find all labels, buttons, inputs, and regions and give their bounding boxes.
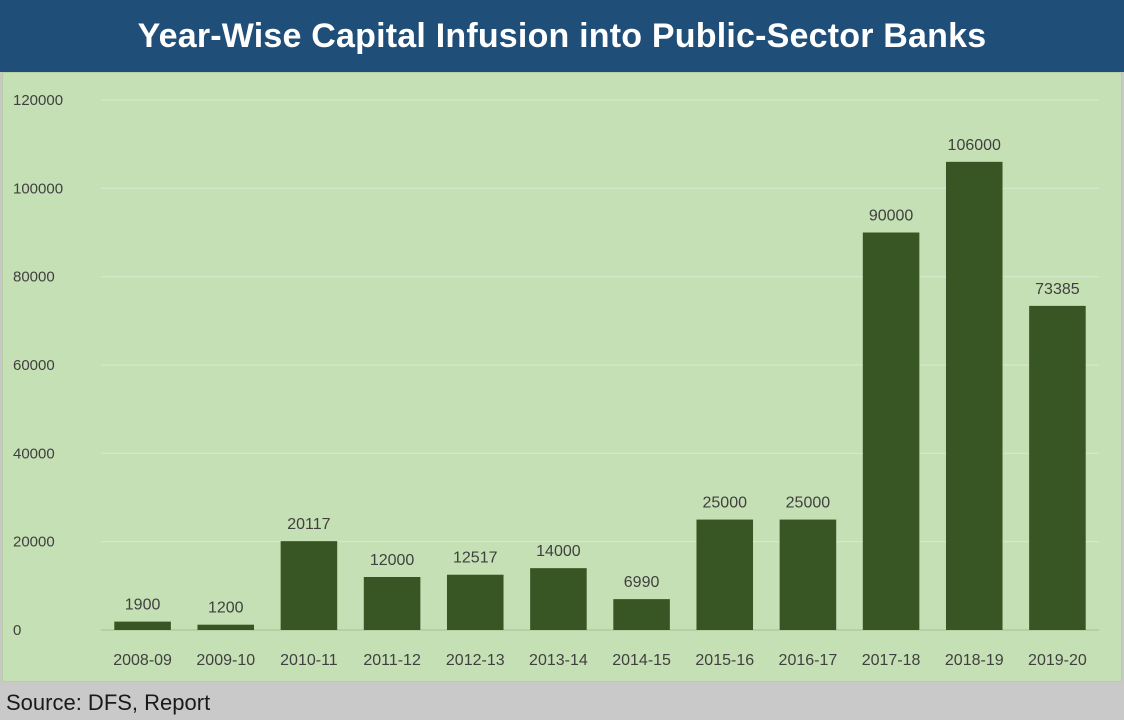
bar <box>862 232 920 630</box>
x-tick-label: 2015-16 <box>695 652 754 669</box>
bar <box>280 541 338 630</box>
data-label: 14000 <box>536 543 581 560</box>
bar <box>114 621 171 630</box>
bar <box>446 574 504 630</box>
data-label: 1900 <box>125 597 161 614</box>
bar <box>1029 305 1086 630</box>
plot-area: 0 20000 40000 60000 80000 100000 120000 1900 200… <box>2 72 1122 682</box>
x-tick-label: 2013-14 <box>529 652 588 669</box>
data-label: 6990 <box>624 574 660 591</box>
y-tick-label: 0 <box>13 622 21 639</box>
x-tick-label: 2012-13 <box>446 652 505 669</box>
y-tick-label: 60000 <box>13 357 55 374</box>
y-tick-label: 40000 <box>13 445 55 462</box>
bar <box>613 599 670 630</box>
data-label: 25000 <box>703 495 748 512</box>
x-tick-label: 2009-10 <box>196 652 255 669</box>
x-tick-label: 2014-15 <box>612 652 671 669</box>
data-label: 1200 <box>208 600 244 617</box>
title-bar: Year-Wise Capital Infusion into Public-S… <box>0 0 1124 72</box>
bar <box>197 624 255 630</box>
data-label: 20117 <box>287 516 330 533</box>
bar <box>696 519 754 630</box>
data-label: 12517 <box>453 550 498 567</box>
y-tick-label: 80000 <box>13 269 55 286</box>
chart-title: Year-Wise Capital Infusion into Public-S… <box>137 16 987 55</box>
x-tick-label: 2018-19 <box>945 652 1004 669</box>
data-label: 90000 <box>869 208 914 225</box>
data-label: 25000 <box>786 495 831 512</box>
y-tick-label: 20000 <box>13 534 55 551</box>
x-tick-label: 2011-12 <box>363 652 421 669</box>
bar <box>945 161 1003 630</box>
bar <box>779 519 837 630</box>
data-label: 73385 <box>1035 281 1080 298</box>
x-tick-label: 2017-18 <box>862 652 921 669</box>
bar <box>530 568 587 630</box>
x-tick-label: 2008-09 <box>113 652 172 669</box>
y-tick-label: 100000 <box>13 180 63 197</box>
data-label: 12000 <box>370 552 415 569</box>
footer: Source: DFS, Report <box>0 682 1124 720</box>
x-tick-label: 2019-20 <box>1028 652 1087 669</box>
bar-chart: 0 20000 40000 60000 80000 100000 120000 1900 200… <box>13 92 1099 669</box>
x-tick-label: 2016-17 <box>779 652 838 669</box>
source-note: Source: DFS, Report <box>6 690 211 715</box>
bar <box>363 577 421 630</box>
data-label: 106000 <box>948 137 1001 154</box>
y-tick-label: 120000 <box>13 92 63 109</box>
x-tick-label: 2010-11 <box>280 652 338 669</box>
